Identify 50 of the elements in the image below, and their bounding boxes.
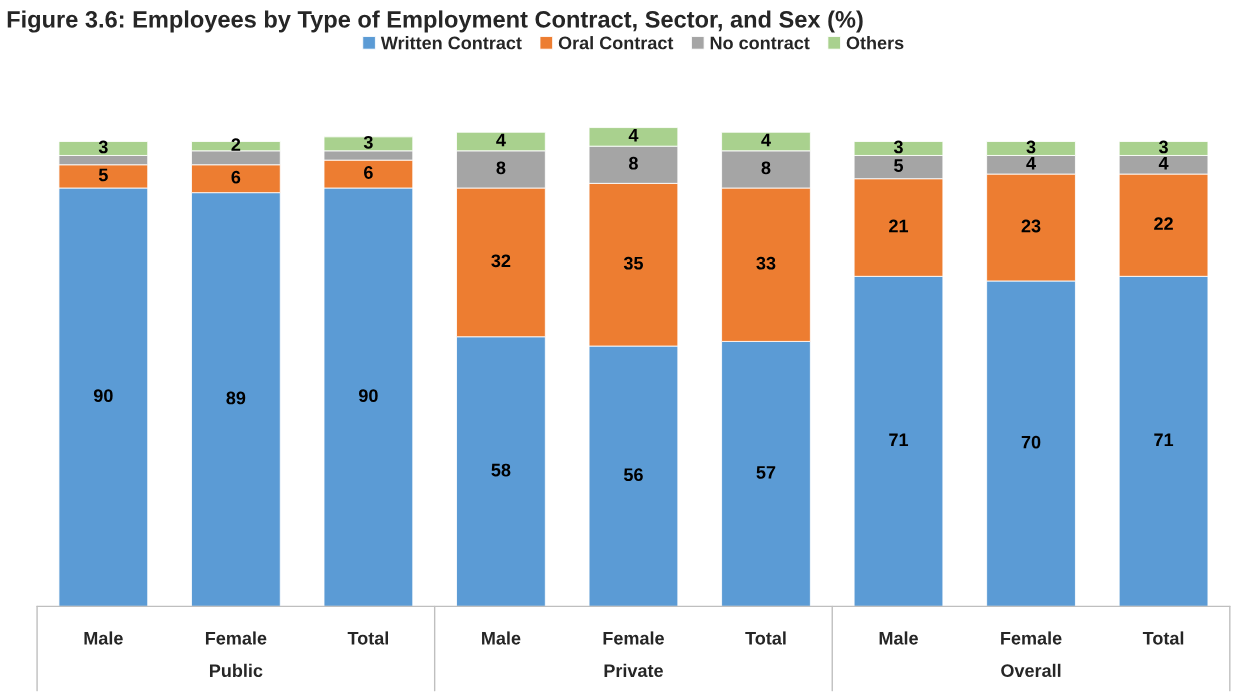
text: Public [209, 663, 263, 678]
data-label: 3 [1026, 140, 1036, 154]
x-tick-label: Female [205, 631, 267, 645]
data-label: 4 [761, 133, 771, 147]
data-label: 8 [629, 156, 638, 170]
data-label: 3 [98, 140, 108, 154]
data-label: 32 [491, 254, 511, 268]
data-label: 56 [623, 468, 643, 482]
data-label: 4 [496, 133, 506, 147]
data-label: 89 [226, 391, 246, 405]
data-label: 33 [756, 256, 776, 270]
data-label: 58 [491, 463, 511, 477]
data-label: 2 [231, 138, 241, 151]
x-tick-label: Female [603, 631, 664, 645]
text: Overall [1001, 663, 1061, 678]
legend-label: No contract [710, 36, 810, 50]
data-label: 4 [628, 129, 639, 142]
data-label: 21 [889, 219, 909, 233]
x-tick-label: Male [84, 631, 123, 645]
data-label: 71 [889, 433, 909, 447]
data-label: 4 [1158, 157, 1169, 170]
data-label: 22 [1154, 217, 1173, 230]
data-label: 90 [93, 389, 113, 403]
legend-label: Oral Contract [558, 36, 674, 50]
data-label: 35 [623, 256, 643, 270]
chart-title: Figure 3.6: Employees by Type of Employment Contract, Sector, and Sex (%) [7, 10, 863, 33]
x-tick-label: Total [347, 631, 389, 645]
data-label: 3 [1158, 140, 1168, 154]
data-label: 6 [231, 170, 241, 184]
x-tick-label: Male [879, 631, 918, 645]
data-label: 4 [1026, 157, 1036, 170]
x-tick-label: Male [482, 631, 521, 645]
x-tick-label: Total [745, 631, 786, 645]
data-label: 23 [1021, 219, 1041, 233]
x-tick-label: Female [1001, 631, 1062, 645]
data-label: 3 [893, 140, 903, 154]
text: Private [604, 663, 663, 678]
data-label: 57 [756, 466, 776, 479]
data-label: 8 [496, 161, 506, 175]
data-label: 8 [761, 161, 771, 175]
data-label: 5 [894, 159, 904, 172]
legend-label: Others [846, 36, 904, 50]
x-tick-label: Total [1142, 631, 1184, 645]
data-label: 6 [364, 166, 373, 179]
legend-label: Written Contract [380, 36, 522, 50]
data-label: 70 [1021, 435, 1041, 449]
data-label: 3 [363, 135, 373, 149]
data-label: 5 [98, 168, 108, 182]
data-label: 71 [1154, 433, 1174, 447]
data-label: 90 [358, 389, 378, 403]
